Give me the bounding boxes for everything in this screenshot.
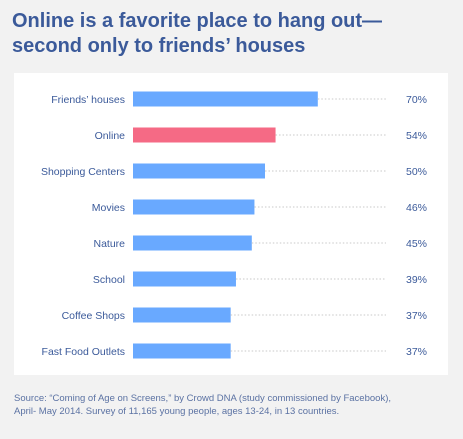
source-line-1: Source: “Coming of Age on Screens,” by C… bbox=[14, 393, 391, 404]
value-label: 46% bbox=[406, 202, 427, 214]
value-label: 39% bbox=[406, 274, 427, 286]
chart-title-line-2: second only to friends’ houses bbox=[12, 35, 306, 57]
bar bbox=[133, 343, 231, 359]
bar bbox=[133, 235, 252, 251]
bar bbox=[133, 307, 231, 323]
value-label: 45% bbox=[406, 238, 427, 250]
category-label: Shopping Centers bbox=[41, 166, 125, 178]
value-label: 37% bbox=[406, 310, 427, 322]
category-label: Coffee Shops bbox=[62, 310, 125, 322]
category-label: Nature bbox=[93, 238, 125, 250]
bar-chart: Friends’ houses 70% Online 54% Shopping Cent… bbox=[41, 91, 427, 359]
bar bbox=[133, 91, 318, 107]
value-label: 70% bbox=[406, 94, 427, 106]
category-label: Fast Food Outlets bbox=[42, 346, 125, 358]
bar bbox=[133, 199, 255, 215]
category-label: Friends’ houses bbox=[51, 94, 125, 106]
chart-panel: Friends’ houses 70% Online 54% Shopping Cent… bbox=[14, 73, 448, 375]
chart-title: Online is a favorite place to hang out— … bbox=[12, 9, 452, 59]
value-label: 37% bbox=[406, 346, 427, 358]
chart-title-line-1: Online is a favorite place to hang out— bbox=[12, 10, 383, 32]
value-label: 50% bbox=[406, 166, 427, 178]
category-label: Online bbox=[95, 130, 126, 142]
category-label: Movies bbox=[92, 202, 125, 214]
bar bbox=[133, 163, 265, 179]
source-line-2: April- May 2014. Survey of 11,165 young … bbox=[14, 406, 340, 417]
category-label: School bbox=[93, 274, 125, 286]
bar-highlight bbox=[133, 127, 276, 143]
bar bbox=[133, 271, 236, 287]
source-note: Source: “Coming of Age on Screens,” by C… bbox=[14, 392, 454, 418]
value-label: 54% bbox=[406, 130, 427, 142]
